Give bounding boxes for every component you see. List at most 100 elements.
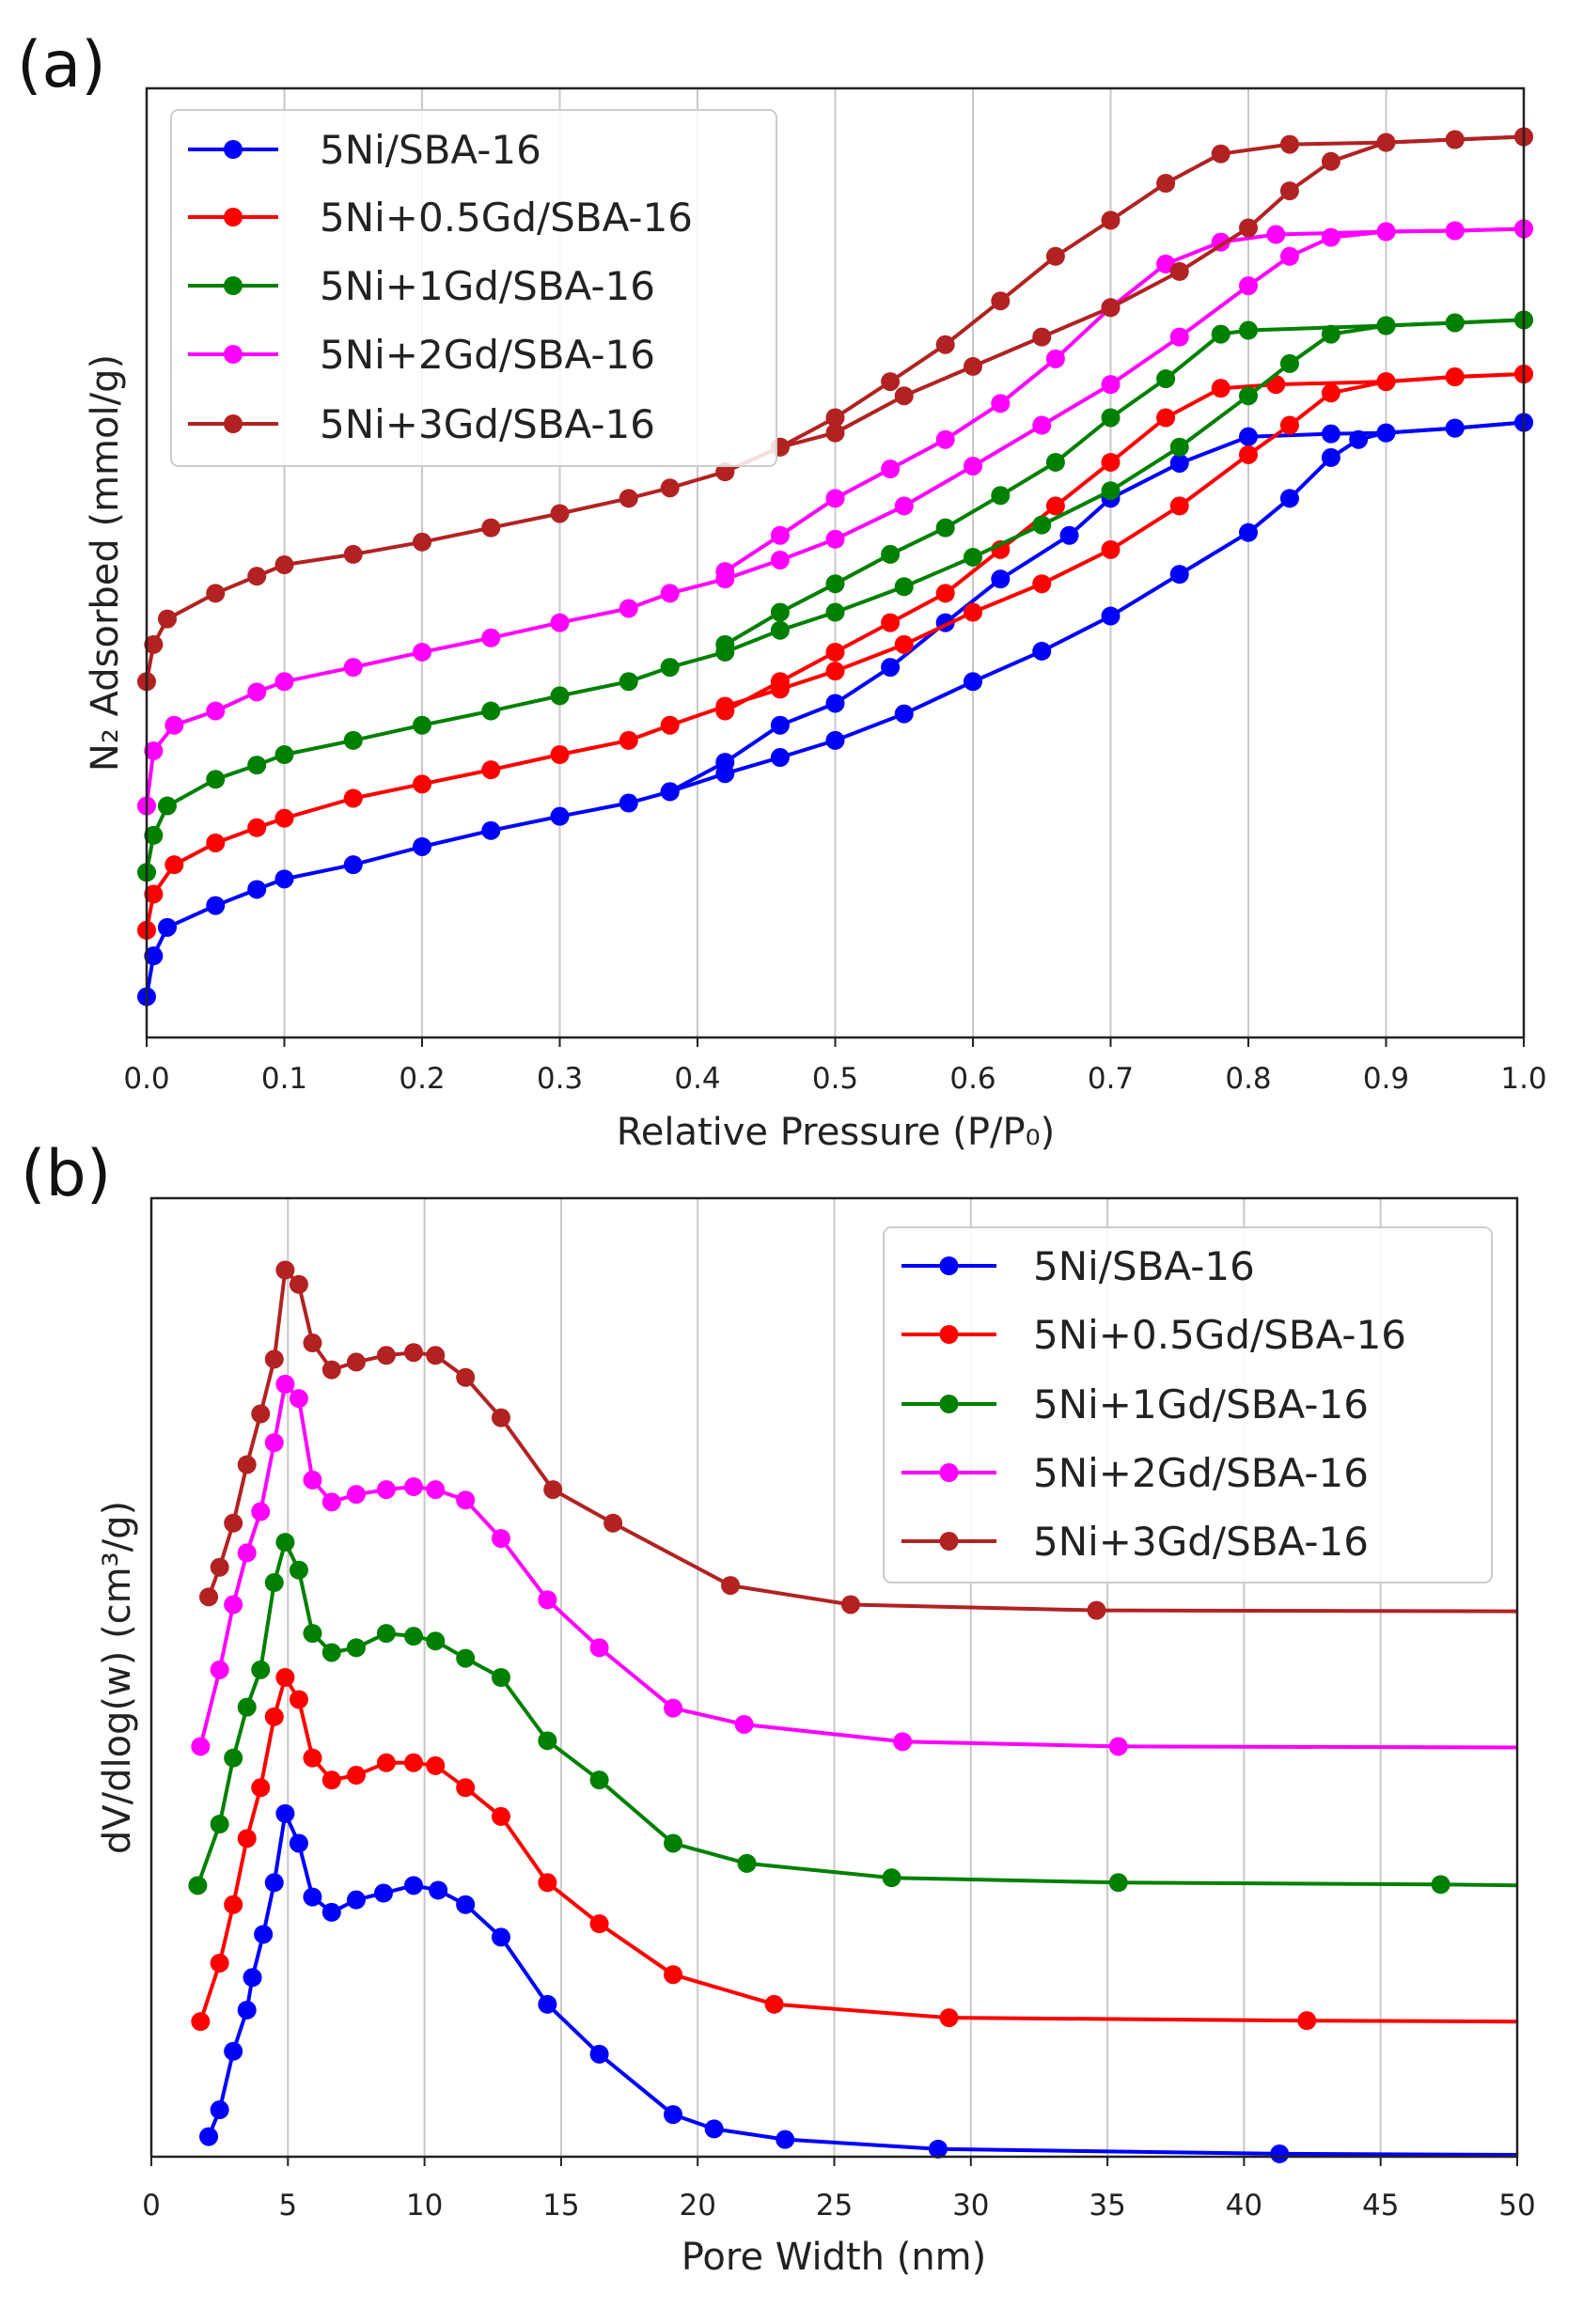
data-point [224, 1895, 243, 1914]
data-point [894, 496, 914, 516]
data-point [660, 584, 680, 603]
plot-area-b [188, 1260, 1518, 2163]
x-tick-label: 0.4 [674, 1062, 720, 1096]
data-point [964, 456, 982, 476]
data-point [660, 658, 680, 678]
data-point [274, 672, 294, 692]
x-tick-label: 25 [816, 2189, 853, 2223]
data-point [1101, 606, 1121, 626]
data-point [237, 1697, 257, 1717]
data-point [210, 1953, 229, 1973]
data-point [1101, 298, 1121, 318]
x-tick-label: 0.0 [123, 1062, 169, 1096]
data-point [991, 291, 1011, 311]
data-point [715, 701, 735, 721]
data-point [550, 806, 570, 826]
data-point [589, 2044, 609, 2064]
x-axis-label-a: Relative Pressure (P/P₀) [617, 1111, 1056, 1154]
data-point [491, 1668, 510, 1687]
desorption-line [724, 372, 1525, 713]
data-point [413, 836, 431, 856]
data-point [770, 550, 790, 569]
x-tick-label: 0.7 [1088, 1062, 1134, 1096]
data-point [1156, 254, 1176, 273]
data-point [275, 1374, 295, 1394]
data-point [1156, 408, 1176, 428]
data-point [1169, 437, 1189, 457]
data-point [210, 2100, 229, 2120]
data-point [1321, 424, 1340, 444]
data-point [619, 672, 638, 692]
data-point [1211, 379, 1230, 398]
data-point [881, 613, 901, 632]
data-point [346, 1638, 366, 1658]
data-point [619, 489, 638, 508]
data-point [165, 855, 184, 875]
data-point [251, 1660, 271, 1679]
data-point [1279, 489, 1299, 508]
x-tick-label: 0.8 [1225, 1062, 1271, 1096]
data-point [206, 584, 226, 603]
legend-item: 5Ni+2Gd/SBA-16 [901, 1450, 1369, 1496]
data-point [1239, 276, 1258, 296]
legend-label: 5Ni/SBA-16 [320, 127, 541, 173]
series-5ni-sba-16 [137, 413, 1533, 1006]
data-point [1376, 222, 1396, 242]
data-point [199, 2127, 219, 2146]
y-axis-label-b: dV/dlog(w) (cm³/g) [96, 1501, 139, 1854]
data-point [343, 544, 363, 564]
data-point [1156, 174, 1176, 193]
data-point [928, 2139, 948, 2159]
data-point [939, 2008, 959, 2028]
data-point [1321, 383, 1340, 403]
data-point [538, 1590, 557, 1610]
data-point [538, 1994, 557, 2014]
data-point [664, 2105, 683, 2125]
data-point [403, 1627, 423, 1646]
legend-swatch-marker [939, 1325, 959, 1344]
data-point [413, 532, 431, 552]
data-point [376, 1480, 396, 1500]
data-point [274, 745, 294, 765]
data-point [764, 1994, 784, 2014]
data-point [1445, 367, 1465, 387]
data-point [456, 1648, 476, 1668]
data-point [1431, 1875, 1450, 1895]
data-point [715, 753, 735, 772]
data-point [251, 1778, 271, 1798]
legend-swatch-marker [939, 1395, 959, 1413]
data-point [426, 1480, 446, 1500]
data-point [660, 715, 680, 735]
data-point [426, 1755, 446, 1775]
x-ticks-b: 0 5 10 15 20 25 30 35 40 45 50 [142, 2157, 1536, 2223]
x-tick-label: 0.1 [261, 1062, 307, 1096]
data-point [343, 788, 363, 808]
x-tick-label: 1.0 [1500, 1062, 1546, 1096]
data-point [825, 602, 845, 622]
data-point [275, 1803, 295, 1823]
data-point [1445, 313, 1465, 333]
data-point [1032, 574, 1052, 594]
data-point [144, 884, 164, 904]
data-point [1032, 515, 1052, 535]
data-point [343, 658, 363, 678]
data-point [1239, 218, 1258, 238]
desorption-line [724, 134, 1525, 474]
data-point [456, 1490, 476, 1510]
data-point [1376, 133, 1396, 152]
legend-swatch-marker [224, 345, 243, 364]
data-point [210, 1815, 229, 1834]
data-point [481, 760, 501, 780]
data-point [881, 460, 901, 479]
data-point [254, 1925, 274, 1944]
x-ticks-a: 0.0 0.1 0.2 0.3 0.4 0.5 0.6 0.7 0.8 0.9 1.0 [123, 1037, 1547, 1096]
data-point [1101, 211, 1121, 230]
data-point [964, 547, 982, 567]
data-point [1087, 1600, 1106, 1620]
data-point [1445, 130, 1465, 149]
plot-area-a [137, 127, 1533, 1006]
data-point [825, 730, 845, 750]
data-point [1108, 1873, 1128, 1893]
data-point [343, 730, 363, 750]
data-point [1445, 221, 1465, 241]
